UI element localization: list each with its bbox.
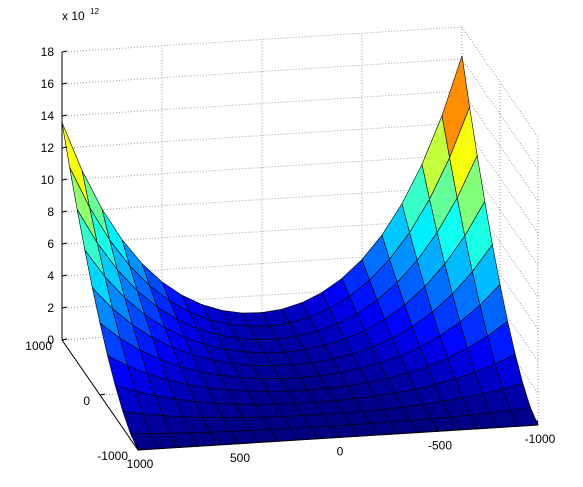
z-tick-mark (61, 82, 68, 85)
z-tick-mark (61, 146, 68, 149)
x-tick-label: -500 (428, 438, 452, 452)
axes-lines (61, 50, 539, 451)
x-tick-label: 500 (230, 451, 250, 465)
y-tick-mark (61, 338, 68, 341)
z-tick-label: 10 (41, 173, 55, 187)
z-tick-mark (61, 210, 68, 213)
grid-line (61, 26, 463, 53)
z-tick-mark (61, 50, 68, 53)
grid-line (61, 58, 463, 85)
grid-line (461, 26, 539, 138)
y-tick-mark (99, 393, 106, 396)
y-tick-label: 0 (83, 394, 90, 408)
z-tick-mark (61, 274, 68, 277)
z-tick-mark (61, 178, 68, 181)
x-tick-mark (536, 419, 539, 426)
x-tick-mark (336, 432, 339, 438)
grid-line (61, 122, 463, 149)
z-tick-label: 0 (47, 333, 54, 347)
y-tick-mark (137, 448, 144, 451)
z-tick-label: 6 (47, 237, 54, 251)
grid-line (61, 154, 463, 181)
z-tick-label: 18 (41, 45, 55, 59)
surface-mesh (61, 55, 539, 451)
z-tick-label: 12 (41, 141, 55, 155)
z-tick-label: 2 (47, 301, 54, 315)
grid-line (461, 90, 539, 202)
z-tick-label: 8 (47, 205, 54, 219)
z-exponent-power: 12 (90, 7, 99, 16)
x-tick-mark (236, 438, 239, 444)
x-tick-mark (136, 444, 139, 451)
z-tick-label: 14 (41, 109, 55, 123)
grid-line (61, 186, 463, 213)
z-exponent-base: x 10 (62, 9, 85, 23)
x-tick-label: -1000 (525, 432, 556, 446)
z-tick-mark (61, 306, 68, 309)
z-tick-label: 16 (41, 77, 55, 91)
z-tick-mark (61, 242, 68, 245)
y-tick-label: -1000 (97, 449, 128, 463)
z-tick-label: 4 (47, 269, 54, 283)
x-tick-label: 0 (337, 445, 344, 459)
grid-line (461, 186, 539, 298)
x-tick-label: 1000 (127, 457, 154, 471)
z-exponent-label: x 10 12 (62, 7, 99, 23)
z-tick-mark (61, 114, 68, 117)
grid-line (61, 90, 463, 117)
y-tick-label: 1000 (25, 339, 52, 353)
x-tick-mark (436, 426, 439, 432)
